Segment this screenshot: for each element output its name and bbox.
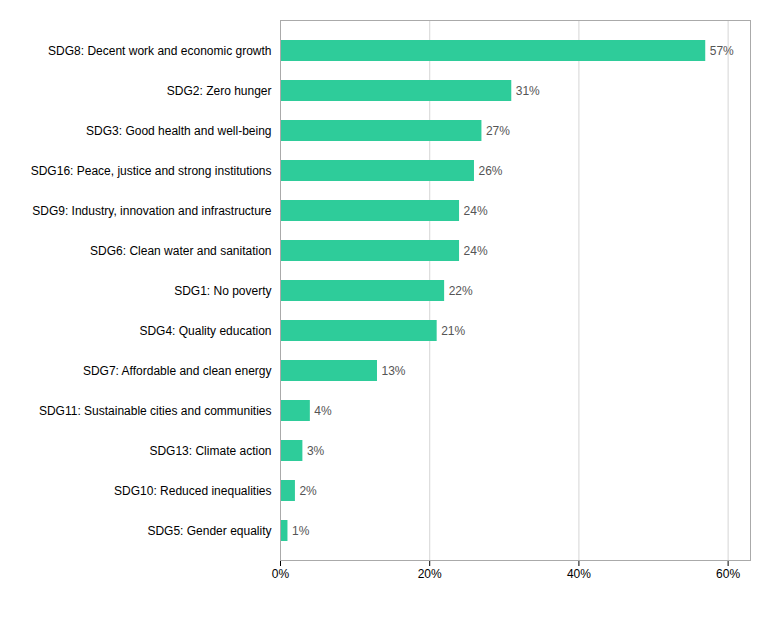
svg-text:13%: 13% — [381, 364, 405, 378]
svg-text:SDG10: Reduced inequalities: SDG10: Reduced inequalities — [114, 484, 271, 498]
svg-text:31%: 31% — [516, 84, 540, 98]
svg-text:SDG1: No poverty: SDG1: No poverty — [174, 284, 271, 298]
svg-text:27%: 27% — [486, 124, 510, 138]
svg-text:3%: 3% — [307, 444, 325, 458]
svg-text:SDG3: Good health and well-bei: SDG3: Good health and well-being — [86, 124, 271, 138]
svg-text:SDG5: Gender equality: SDG5: Gender equality — [147, 524, 271, 538]
svg-text:40%: 40% — [567, 567, 591, 581]
svg-text:0%: 0% — [272, 567, 290, 581]
svg-text:SDG8: Decent work and economic: SDG8: Decent work and economic growth — [48, 44, 271, 58]
svg-text:4%: 4% — [314, 404, 332, 418]
svg-text:SDG2: Zero hunger: SDG2: Zero hunger — [167, 84, 272, 98]
svg-text:1%: 1% — [292, 524, 310, 538]
svg-text:SDG16: Peace, justice and stro: SDG16: Peace, justice and strong institu… — [31, 164, 272, 178]
svg-text:SDG4: Quality education: SDG4: Quality education — [139, 324, 271, 338]
svg-text:24%: 24% — [464, 204, 488, 218]
svg-text:21%: 21% — [441, 324, 465, 338]
svg-text:SDG7: Affordable and clean ene: SDG7: Affordable and clean energy — [83, 364, 272, 378]
svg-text:SDG11: Sustainable cities and: SDG11: Sustainable cities and communitie… — [39, 404, 272, 418]
svg-text:57%: 57% — [710, 44, 734, 58]
svg-text:24%: 24% — [464, 244, 488, 258]
svg-text:SDG13: Climate action: SDG13: Climate action — [149, 444, 271, 458]
svg-text:22%: 22% — [449, 284, 473, 298]
svg-text:20%: 20% — [418, 567, 442, 581]
svg-text:SDG9: Industry, innovation and: SDG9: Industry, innovation and infrastru… — [32, 204, 272, 218]
svg-text:60%: 60% — [716, 567, 740, 581]
svg-text:26%: 26% — [478, 164, 502, 178]
svg-text:2%: 2% — [299, 484, 317, 498]
svg-text:SDG6: Clean water and sanitati: SDG6: Clean water and sanitation — [90, 244, 271, 258]
